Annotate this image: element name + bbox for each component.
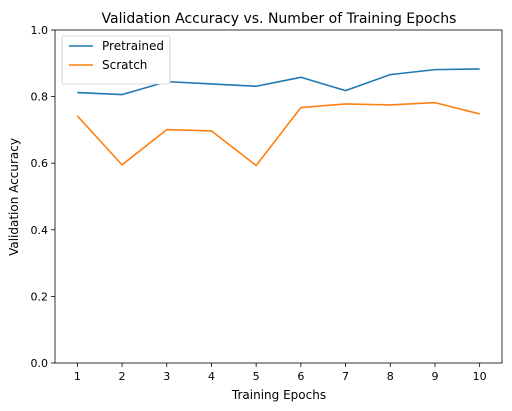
x-tick-label: 9 [431,370,438,383]
x-tick-label: 3 [163,370,170,383]
x-tick-label: 10 [473,370,487,383]
series-line-pretrained [77,68,480,96]
y-tick-label: 1.0 [31,24,49,37]
plot-frame [54,29,503,364]
plot-area [54,29,503,364]
legend: Pretrained Scratch [61,35,171,85]
x-tick-label: 5 [253,370,260,383]
series-line-scratch [76,101,480,167]
x-tick-label: 1 [74,370,81,383]
x-axis-ticks: 1 2 3 4 5 6 7 8 9 10 [74,363,487,383]
x-tick-label: 4 [208,370,215,383]
y-tick-label: 0.4 [31,224,49,237]
legend-box [61,35,171,85]
y-axis-ticks: 0.0 0.2 0.4 0.6 0.8 1.0 [31,24,55,370]
y-axis-label: Validation Accuracy [7,138,21,256]
x-tick-label: 7 [342,370,349,383]
y-tick-label: 0.8 [31,91,49,104]
y-tick-label: 0.0 [31,357,49,370]
chart-title: Validation Accuracy vs. Number of Traini… [102,11,457,27]
x-tick-label: 6 [297,370,304,383]
x-tick-label: 2 [119,370,126,383]
x-tick-label: 8 [387,370,394,383]
legend-label-scratch: Scratch [102,58,147,72]
x-axis-label: Training Epochs [231,388,326,402]
y-tick-label: 0.2 [31,290,49,303]
legend-label-pretrained: Pretrained [102,39,164,53]
series-layer [76,68,480,167]
y-tick-label: 0.6 [31,157,49,170]
